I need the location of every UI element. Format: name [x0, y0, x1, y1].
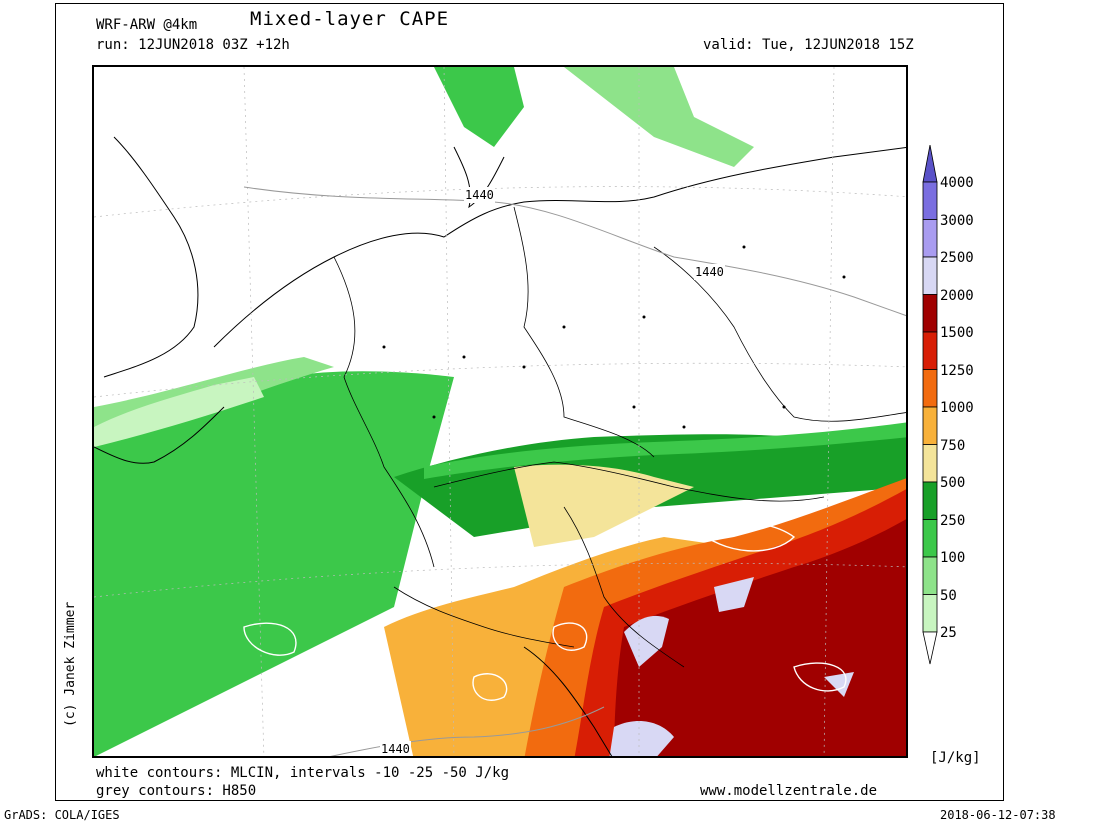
grads-credit: GrADS: COLA/IGES — [4, 808, 120, 822]
legend-swatch-2500 — [922, 219, 938, 258]
map-canvas — [94, 67, 906, 756]
coastline-west — [94, 406, 225, 464]
country-border-5 — [563, 506, 685, 668]
coastline-europe — [213, 147, 906, 348]
mlcin-contour-1 — [552, 622, 588, 651]
cape-area-green-band — [424, 422, 906, 479]
legend-swatch-1250 — [922, 331, 938, 370]
contour-label-1440-east: 1440 — [694, 264, 725, 280]
legend-label-25: 25 — [940, 625, 957, 641]
h850-contour-north — [243, 186, 906, 317]
legend-colorbar — [922, 145, 938, 665]
legend-swatch-250 — [922, 481, 938, 520]
legend-label-1250: 1250 — [940, 362, 974, 379]
legend-label-50: 50 — [940, 587, 957, 604]
mlcin-contour-3 — [692, 521, 796, 552]
contour-label-1440-north: 1440 — [464, 187, 495, 203]
city-markers — [382, 245, 846, 429]
cape-area-lavender-3 — [609, 721, 674, 756]
country-border-6 — [393, 586, 575, 648]
mlcin-contour-2 — [472, 673, 508, 701]
mlcin-contour-4 — [793, 662, 847, 692]
country-border-3 — [653, 246, 906, 422]
run-label: run: 12JUN2018 03Z +12h — [96, 37, 290, 53]
legend-swatch-100 — [922, 519, 938, 558]
website-link[interactable]: www.modellzentrale.de — [700, 783, 878, 799]
cape-area-north-east — [564, 67, 754, 167]
page-title: Mixed-layer CAPE — [250, 8, 450, 30]
plot-frame — [55, 3, 1004, 801]
legend-swatch-1500 — [922, 294, 938, 333]
legend-swatch-750 — [922, 406, 938, 445]
legend-label-3000: 3000 — [940, 212, 974, 229]
legend-swatch-50 — [922, 556, 938, 595]
coastline-denmark — [453, 146, 505, 209]
cape-area-dark-red — [614, 519, 906, 756]
cape-area-yellow — [514, 464, 694, 547]
legend-label-1000: 1000 — [940, 400, 974, 416]
legend-label-750: 750 — [940, 437, 966, 454]
legend-label-250: 250 — [940, 512, 966, 529]
legend-swatch-1000 — [922, 369, 938, 408]
contour-label-1440-south: 1440 — [380, 741, 411, 756]
cape-area-lavender-2 — [714, 577, 754, 612]
legend-label-2500: 2500 — [940, 250, 974, 266]
coastline-uk — [103, 136, 199, 378]
legend-label-1500: 1500 — [940, 325, 974, 341]
timestamp: 2018-06-12-07:38 — [940, 808, 1056, 822]
cape-map: 1440 1440 1440 — [92, 65, 908, 758]
legend-swatch-25 — [922, 594, 938, 633]
country-border-4 — [433, 461, 825, 502]
legend-label-100: 100 — [940, 550, 966, 566]
legend-label-2000: 2000 — [940, 287, 974, 304]
mlcin-contour-5 — [243, 622, 297, 656]
cape-area-low-west — [94, 371, 454, 756]
grey-contours-note: grey contours: H850 — [96, 783, 257, 799]
white-contours-note: white contours: MLCIN, intervals -10 -25… — [96, 765, 510, 781]
legend-swatch-3000 — [922, 181, 938, 220]
country-border-2 — [513, 206, 655, 458]
valid-label: valid: Tue, 12JUN2018 15Z — [703, 37, 914, 53]
legend-unit: [J/kg] — [930, 750, 981, 766]
cape-area-north-sea — [94, 377, 264, 447]
cape-area-lavender-1 — [624, 615, 669, 667]
legend-swatch-500 — [922, 444, 938, 483]
h850-contour-south — [330, 706, 605, 756]
legend-label-4000: 4000 — [940, 175, 974, 191]
legend-swatch-2000 — [922, 256, 938, 295]
legend-arrow-bottom — [922, 631, 938, 665]
credit-label: (c) Janek Zimmer — [63, 601, 78, 727]
coastline-adriatic — [523, 646, 613, 756]
legend-arrow-top — [922, 145, 938, 183]
country-border-1 — [333, 256, 435, 568]
legend-label-500: 500 — [940, 475, 966, 491]
model-label: WRF-ARW @4km — [96, 17, 198, 33]
cape-area-baltic — [434, 67, 524, 147]
